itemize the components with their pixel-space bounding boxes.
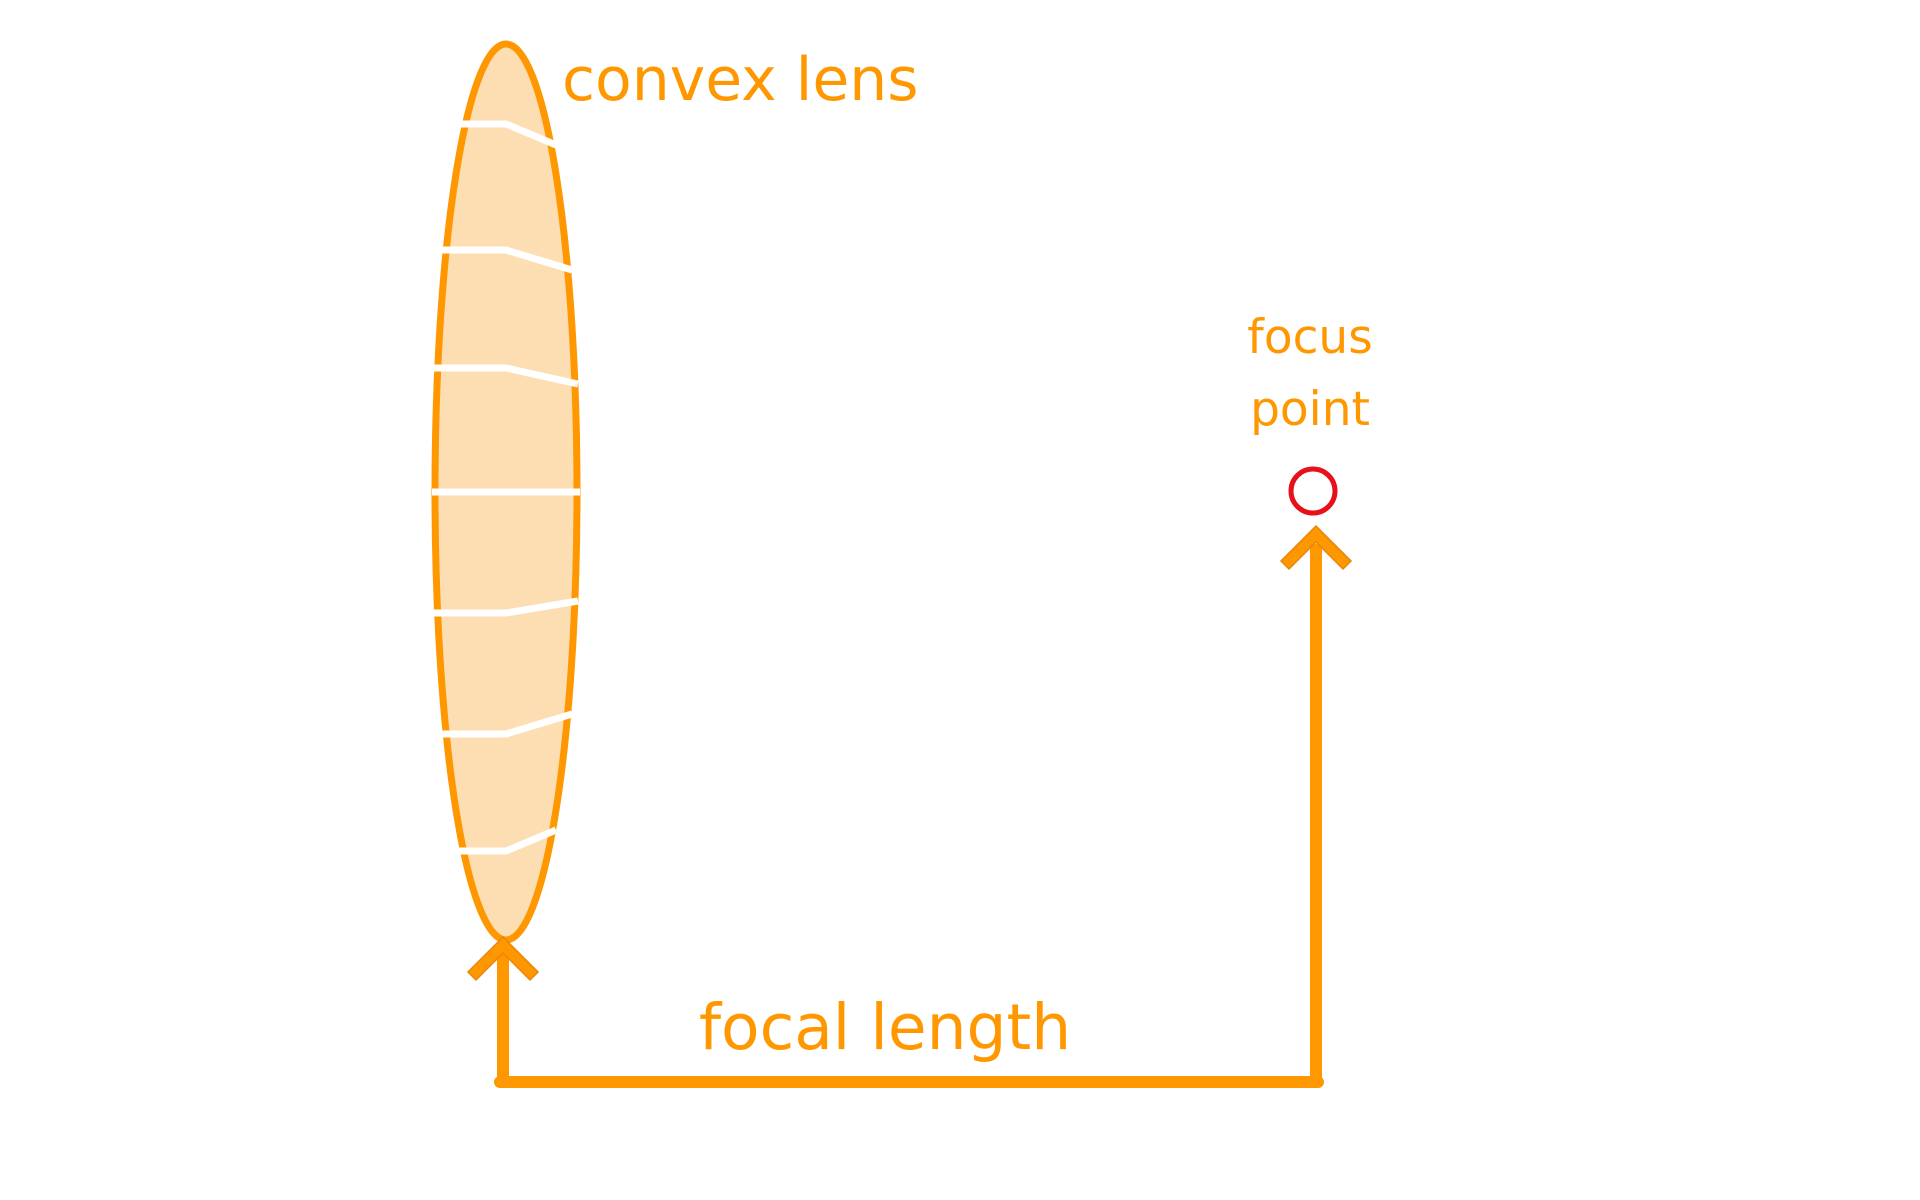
focus-point [1288, 466, 1338, 516]
light-rays [432, 120, 580, 855]
light-ray [433, 597, 579, 617]
arrowhead-lens [466, 935, 540, 982]
light-ray [440, 710, 574, 738]
arrowhead-focus [1279, 524, 1353, 571]
light-ray [458, 120, 558, 149]
focal-length-label: focal length [699, 991, 1071, 1064]
focal-length-bracket [494, 544, 1324, 1088]
lens-label: convex lens [562, 45, 919, 115]
light-ray [458, 826, 558, 855]
light-ray [433, 364, 579, 388]
light-ray [440, 246, 574, 274]
focus-label-line2: point [1250, 382, 1370, 437]
focal-length-arrow [466, 524, 1353, 1088]
focus-label-line1: focus [1247, 310, 1372, 365]
